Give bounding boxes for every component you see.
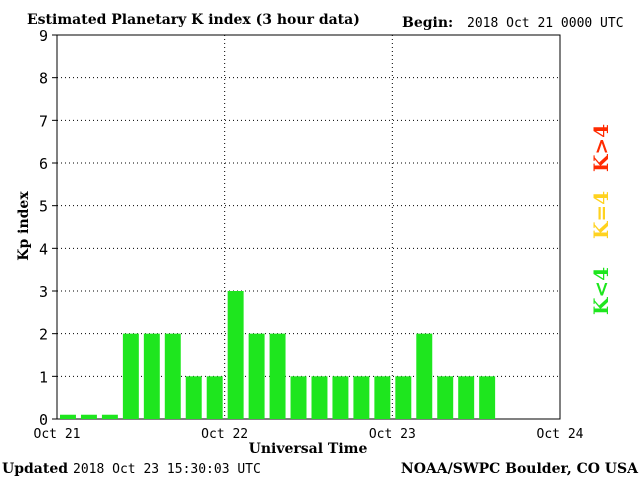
credit-text: NOAA/SWPC Boulder, CO USA: [401, 461, 639, 477]
legend-k-equal-4: K=4: [589, 191, 613, 239]
y-tick-label: 4: [39, 240, 48, 258]
x-tick-label: Oct 22: [201, 427, 248, 442]
kp-bar: [395, 376, 412, 419]
kp-bar: [290, 376, 307, 419]
kp-bar: [269, 333, 286, 419]
kp-bar: [332, 376, 349, 419]
kp-bar: [164, 333, 181, 419]
kp-bar: [60, 414, 76, 419]
y-tick-label: 8: [39, 70, 48, 88]
begin-value: 2018 Oct 21 0000 UTC: [467, 16, 624, 31]
kp-bar: [458, 376, 475, 419]
x-tick-label: Oct 21: [34, 427, 81, 442]
y-tick-label: 2: [39, 326, 48, 344]
kp-bar: [416, 333, 433, 419]
kp-bar: [122, 333, 139, 419]
kp-bar: [143, 333, 160, 419]
bar-layer: [60, 291, 496, 419]
y-tick-label: 5: [39, 198, 48, 216]
kp-bar: [437, 376, 454, 419]
x-axis-ticks: Oct 21 Oct 22 Oct 23 Oct 24: [34, 427, 584, 442]
kp-bar: [185, 376, 202, 419]
x-tick-label: Oct 24: [537, 427, 584, 442]
kp-bar: [80, 414, 97, 419]
y-tick-label: 7: [39, 112, 48, 130]
kp-bar: [206, 376, 223, 419]
legend-k-greater-4: K>4: [589, 124, 613, 172]
y-axis-ticks: 0 1 2 3 4 5 6 7 8 9: [39, 27, 57, 429]
updated-label: Updated: [2, 461, 68, 477]
y-tick-label: 1: [39, 368, 48, 386]
updated-value: 2018 Oct 23 15:30:03 UTC: [73, 462, 261, 477]
y-tick-label: 0: [39, 411, 48, 429]
plot-frame: [56, 34, 561, 420]
y-tick-label: 6: [39, 155, 48, 173]
kp-bar: [479, 376, 496, 419]
kp-bar: [227, 291, 244, 419]
x-tick-label: Oct 23: [369, 427, 416, 442]
y-axis-title: Kp index: [16, 191, 32, 261]
y-tick-label: 3: [39, 283, 48, 301]
grid-layer: [57, 35, 560, 419]
legend-k-less-4: K<4: [589, 267, 613, 315]
kp-bar: [311, 376, 328, 419]
begin-label: Begin:: [402, 15, 453, 31]
chart-title: Estimated Planetary K index (3 hour data…: [27, 12, 360, 28]
x-axis-title: Universal Time: [249, 441, 368, 457]
kp-bar: [353, 376, 370, 419]
kp-bar: [374, 376, 391, 419]
kp-bar: [101, 414, 118, 419]
kp-bar: [248, 333, 265, 419]
y-tick-label: 9: [39, 27, 48, 45]
